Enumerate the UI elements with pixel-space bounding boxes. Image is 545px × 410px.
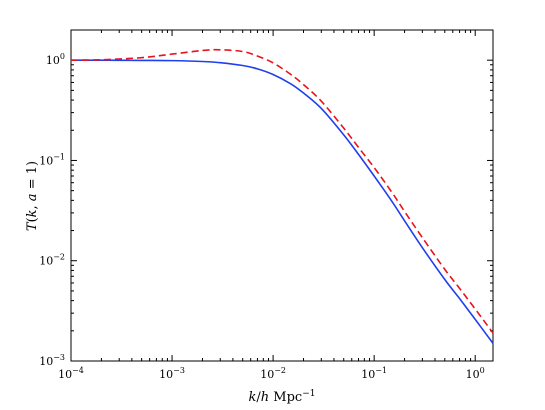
x-axis-title: k/h Mpc−1 bbox=[249, 389, 316, 405]
x-tick-label: 100 bbox=[466, 366, 485, 381]
series-line-dashed bbox=[70, 48, 494, 334]
series-layer bbox=[70, 48, 494, 344]
y-tick-labels: 10−3 10−2 10−1 100 bbox=[39, 52, 65, 368]
y-axis-title: T(k, a = 1) bbox=[25, 161, 40, 231]
y-tick-label: 10−3 bbox=[39, 353, 65, 368]
x-tick-label: 10−4 bbox=[58, 366, 84, 381]
y-tick-label: 100 bbox=[46, 52, 65, 67]
y-tick-label: 10−2 bbox=[39, 253, 65, 268]
x-tick-label: 10−3 bbox=[159, 366, 185, 381]
x-tick-label: 10−1 bbox=[361, 366, 387, 381]
plot-frame bbox=[70, 29, 494, 362]
series-line-solid bbox=[70, 59, 494, 344]
x-tick-labels: 10−4 10−3 10−2 10−1 100 bbox=[58, 366, 485, 381]
x-tick-label: 10−2 bbox=[260, 366, 286, 381]
tick-marks bbox=[70, 29, 493, 362]
y-tick-label: 10−1 bbox=[39, 152, 65, 167]
